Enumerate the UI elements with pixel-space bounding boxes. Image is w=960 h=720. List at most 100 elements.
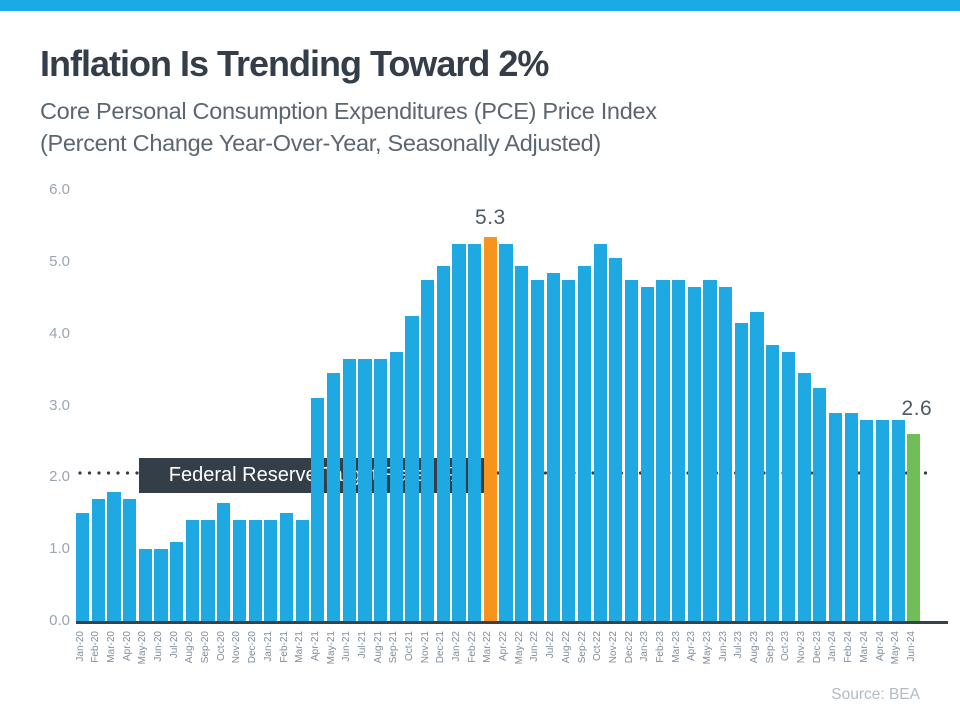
bar (750, 312, 764, 621)
x-axis-label: Jun-22 (529, 631, 541, 662)
bar (640, 287, 654, 621)
bar (860, 419, 874, 621)
x-axis-label: Dec-20 (247, 631, 259, 664)
bar (530, 279, 545, 621)
x-axis-label: Apr-21 (309, 631, 321, 662)
x-axis-label: Mar-24 (858, 631, 870, 663)
x-axis-label: Oct-23 (780, 631, 792, 662)
page-title: Inflation Is Trending Toward 2% (40, 43, 549, 84)
x-axis-label: Oct-21 (403, 631, 415, 662)
bar (279, 513, 294, 621)
bar (138, 549, 152, 621)
bar (326, 373, 341, 621)
bar (123, 498, 137, 621)
bar (264, 520, 278, 621)
bar-latest (907, 434, 921, 621)
x-axis-label: Oct-22 (592, 631, 604, 662)
bar (766, 344, 780, 621)
x-axis-label: Jun-20 (153, 631, 165, 662)
bar (91, 498, 105, 621)
x-axis-label: Oct-20 (215, 631, 227, 662)
y-axis-label: 4.0 (49, 324, 70, 342)
bar (891, 419, 905, 621)
bar (734, 323, 748, 621)
x-axis-label: Jan-22 (451, 631, 463, 662)
x-axis-label: Jan-21 (262, 631, 274, 662)
source-attribution: Source: BEA (831, 686, 920, 703)
x-axis-label: May-23 (702, 631, 713, 665)
x-axis-label: Dec-23 (811, 631, 823, 664)
bar (232, 520, 247, 621)
chart-subtitle: Core Personal Consumption Expenditures (… (40, 96, 920, 160)
x-axis-label: Dec-21 (435, 631, 447, 664)
x-axis-label: May-22 (513, 631, 525, 665)
bar (813, 387, 827, 621)
bar (624, 279, 639, 621)
y-axis-label: 2.0 (49, 468, 70, 486)
bar (311, 398, 325, 621)
x-axis-label: Sep-22 (576, 631, 588, 664)
x-axis-label: Nov-23 (796, 631, 808, 664)
y-axis-label: 1.0 (49, 540, 70, 558)
bar-highlighted (483, 236, 497, 621)
x-axis-label: Feb-20 (90, 631, 102, 663)
x-axis-label: Apr-20 (121, 631, 133, 662)
bar (797, 373, 811, 621)
x-axis-label: Mar-22 (482, 631, 494, 663)
x-axis-label: Mar-23 (670, 631, 682, 663)
x-axis-label: Jul-20 (168, 631, 180, 659)
x-axis-label: Jan-20 (74, 631, 86, 662)
x-axis-label: Feb-21 (278, 631, 290, 663)
bar (107, 491, 121, 621)
bar (76, 513, 90, 621)
x-axis-label: Aug-22 (560, 631, 572, 664)
x-axis-line (76, 621, 948, 624)
bar (562, 279, 576, 621)
x-axis-label: Dec-22 (623, 631, 635, 664)
x-axis-label: Feb-24 (843, 631, 855, 663)
x-axis-label: Jun-24 (905, 631, 917, 662)
bar (719, 287, 733, 621)
bar (170, 542, 184, 621)
x-axis-label: May-21 (325, 631, 337, 665)
x-axis-label: Jul-23 (733, 631, 745, 659)
x-axis-label: Apr-22 (498, 631, 510, 662)
bar (828, 412, 843, 621)
x-axis-label: Sep-21 (388, 631, 400, 664)
subtitle-line-1: Core Personal Consumption Expenditures (… (40, 98, 657, 124)
x-axis-label: May-20 (137, 631, 149, 665)
peak-value-label: 5.3 (475, 206, 506, 229)
x-axis-label: Mar-21 (294, 631, 306, 663)
bar (201, 520, 215, 621)
subtitle-line-2: (Percent Change Year-Over-Year, Seasonal… (40, 129, 601, 156)
bar (185, 520, 199, 621)
bar (452, 244, 466, 621)
bar (217, 502, 231, 621)
bar (499, 244, 513, 621)
x-axis-label: Aug-23 (749, 631, 761, 664)
bar (781, 351, 795, 621)
x-axis-label: May-24 (890, 631, 902, 665)
x-axis-label: Feb-23 (654, 631, 666, 663)
bar (687, 287, 701, 621)
bar (405, 315, 419, 621)
x-axis-label: Mar-20 (105, 631, 117, 663)
bar (421, 279, 435, 621)
x-axis-label: Nov-20 (231, 631, 243, 664)
bar (546, 272, 560, 621)
bar (593, 244, 607, 621)
y-axis-label: 0.0 (49, 612, 70, 629)
bar (468, 244, 482, 621)
y-axis-label: 5.0 (49, 253, 70, 270)
x-axis-label: Nov-22 (607, 631, 619, 664)
x-axis-label: Sep-20 (200, 631, 212, 664)
bar (703, 279, 717, 621)
x-axis-label: Jul-21 (356, 631, 368, 659)
bar (295, 520, 309, 621)
x-axis-label: Apr-24 (874, 631, 886, 662)
x-axis-label: Aug-20 (184, 631, 196, 664)
x-axis-label: Sep-23 (764, 631, 776, 664)
x-axis-label: Jan-24 (827, 631, 839, 662)
latest-value-label: 2.6 (901, 397, 933, 420)
